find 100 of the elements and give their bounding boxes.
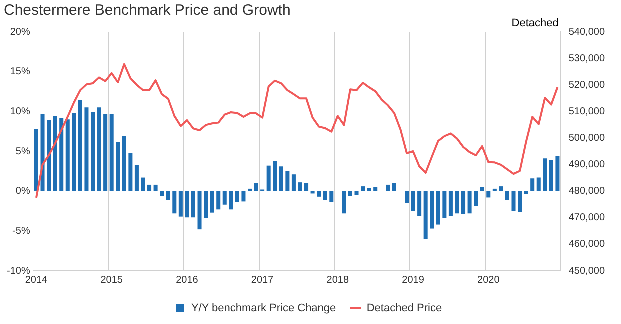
x-tick-label: 2014 — [25, 274, 48, 286]
bar — [323, 191, 328, 200]
legend-label: Y/Y benchmark Price Change — [191, 302, 336, 315]
bar — [292, 174, 296, 192]
x-tick-label: 2020 — [478, 274, 500, 286]
bar — [40, 114, 45, 192]
bar — [229, 191, 234, 210]
bar — [361, 186, 366, 192]
bar — [128, 153, 133, 192]
bar — [110, 114, 114, 192]
bar — [266, 166, 271, 192]
bar — [536, 178, 541, 192]
bar — [486, 191, 491, 198]
bar — [404, 191, 410, 204]
bar — [549, 160, 554, 192]
bar — [556, 156, 560, 192]
y2-tick-label: 500,000 — [568, 132, 606, 144]
bar — [386, 184, 390, 192]
x-tick-label: 2016 — [176, 274, 199, 286]
bar — [204, 191, 208, 218]
bar — [492, 188, 497, 192]
bar — [374, 187, 378, 192]
y-tick-label: -5% — [12, 226, 30, 237]
bar — [66, 120, 70, 192]
bar — [47, 120, 52, 192]
bar — [499, 186, 504, 192]
y2-tick-label: 470,000 — [568, 212, 606, 224]
bar — [141, 178, 146, 192]
bar — [279, 166, 284, 192]
bar — [392, 183, 396, 192]
y-tick-label: 10% — [10, 106, 30, 118]
y2-tick-label: 530,000 — [568, 53, 606, 64]
bar — [53, 116, 58, 192]
bar — [60, 118, 64, 192]
bar — [166, 191, 170, 200]
y-tick-label: 0% — [16, 186, 30, 198]
bar — [442, 191, 447, 218]
bar — [148, 184, 152, 192]
bar — [273, 161, 278, 192]
bar — [90, 112, 96, 192]
x-tick-label: 2018 — [326, 274, 350, 286]
bar — [524, 191, 528, 195]
bar — [298, 182, 302, 192]
bar — [248, 188, 252, 192]
y2-tick-label: 460,000 — [568, 239, 606, 250]
bar — [480, 187, 484, 192]
bar — [222, 191, 227, 205]
bar — [530, 178, 535, 192]
bar — [172, 191, 177, 214]
bar — [34, 129, 38, 192]
y2-tick-label: 540,000 — [568, 26, 606, 38]
bar — [430, 191, 434, 229]
bar — [367, 188, 372, 192]
bar — [216, 191, 221, 210]
bar — [78, 100, 82, 192]
bar — [455, 191, 460, 214]
y-tick-label: -10% — [6, 266, 30, 277]
bar — [505, 191, 510, 200]
bar — [191, 191, 196, 218]
bar — [210, 191, 214, 213]
legend-label: Detached Price — [366, 302, 442, 315]
x-tick-label: 2019 — [402, 274, 425, 286]
bar — [512, 191, 516, 212]
bar — [342, 191, 346, 214]
bar — [468, 191, 472, 214]
bar — [330, 191, 334, 202]
bar — [178, 191, 183, 217]
bar — [198, 191, 202, 230]
bar — [97, 108, 102, 192]
bar — [122, 136, 126, 192]
bar — [134, 165, 139, 192]
bar — [518, 191, 522, 212]
bar — [84, 108, 89, 192]
bar — [348, 191, 352, 196]
bar — [242, 191, 246, 202]
bar — [116, 142, 120, 192]
bar — [154, 184, 158, 192]
bar — [254, 183, 258, 192]
bar — [474, 191, 478, 206]
y2-axis-title: Detached — [512, 18, 559, 30]
bar — [418, 191, 422, 216]
bar — [185, 191, 190, 218]
bar — [235, 191, 240, 202]
y-tick-label: 5% — [16, 146, 30, 158]
chart-title: Chestermere Benchmark Price and Growth — [4, 2, 291, 20]
x-tick-label: 2015 — [100, 274, 124, 286]
y2-tick-label: 510,000 — [568, 106, 606, 118]
bar — [448, 191, 453, 216]
bar — [160, 191, 164, 196]
bar — [436, 191, 440, 225]
bar — [424, 191, 428, 240]
bar — [462, 191, 466, 214]
y-tick-label: 15% — [10, 66, 30, 78]
y-tick-label: 20% — [10, 26, 30, 38]
bar — [411, 191, 416, 212]
y2-tick-label: 490,000 — [568, 160, 606, 171]
bar — [543, 158, 548, 192]
bar — [104, 114, 108, 192]
bar — [354, 191, 359, 196]
y2-tick-label: 480,000 — [568, 186, 606, 198]
